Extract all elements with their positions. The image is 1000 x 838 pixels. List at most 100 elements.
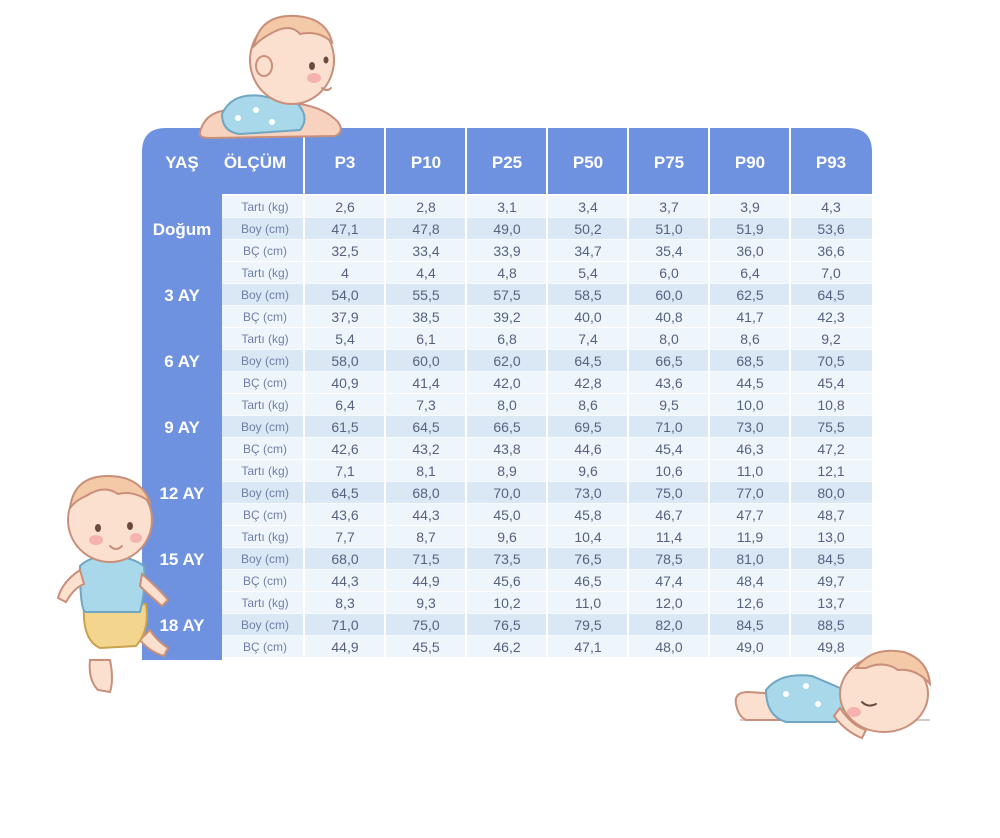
cell-divider	[303, 592, 305, 614]
row-divider	[222, 415, 872, 416]
row-divider	[222, 547, 872, 548]
value-cell: 45,8	[574, 507, 601, 523]
measure-label: BÇ (cm)	[243, 310, 287, 324]
value-cell: 71,0	[655, 419, 682, 435]
cell-divider	[789, 548, 791, 570]
row-divider	[222, 261, 872, 262]
value-cell: 49,7	[817, 573, 844, 589]
standing-baby-illustration	[56, 474, 170, 694]
value-cell: 57,5	[493, 287, 520, 303]
cell-divider	[627, 284, 629, 306]
measure-label: BÇ (cm)	[243, 442, 287, 456]
cell-divider	[303, 350, 305, 372]
cell-divider	[384, 526, 386, 548]
cell-divider	[384, 240, 386, 262]
value-cell: 58,5	[574, 287, 601, 303]
cell-divider	[789, 482, 791, 504]
cell-divider	[384, 350, 386, 372]
value-cell: 44,5	[736, 375, 763, 391]
cell-divider	[546, 636, 548, 658]
cell-divider	[708, 438, 710, 460]
age-label: 18 AY	[159, 616, 205, 635]
cell-divider	[303, 570, 305, 592]
value-cell: 45,0	[493, 507, 520, 523]
cell-divider	[708, 218, 710, 240]
cell-divider	[627, 218, 629, 240]
row-divider	[222, 239, 872, 240]
cell-divider	[465, 526, 467, 548]
value-cell: 46,3	[736, 441, 763, 457]
header-separator	[465, 128, 467, 196]
cell-divider	[708, 394, 710, 416]
age-label: 9 AY	[164, 418, 200, 437]
value-cell: 75,0	[655, 485, 682, 501]
cell-divider	[303, 416, 305, 438]
value-cell: 45,5	[412, 639, 439, 655]
value-cell: 10,4	[574, 529, 601, 545]
measure-label: Boy (cm)	[241, 288, 289, 302]
cell-divider	[384, 614, 386, 636]
value-cell: 62,5	[736, 287, 763, 303]
cell-divider	[708, 614, 710, 636]
value-cell: 7,0	[821, 265, 841, 281]
value-cell: 45,4	[817, 375, 844, 391]
cell-divider	[708, 328, 710, 350]
value-cell: 44,9	[412, 573, 439, 589]
measure-label: Tartı (kg)	[241, 596, 288, 610]
value-cell: 40,8	[655, 309, 682, 325]
value-cell: 47,1	[574, 639, 601, 655]
value-cell: 54,0	[331, 287, 358, 303]
cell-divider	[465, 240, 467, 262]
value-cell: 38,5	[412, 309, 439, 325]
row-divider	[222, 327, 872, 328]
measure-label: Boy (cm)	[241, 618, 289, 632]
value-cell: 50,2	[574, 221, 601, 237]
cell-divider	[627, 636, 629, 658]
value-cell: 8,7	[416, 529, 436, 545]
cell-divider	[546, 394, 548, 416]
cell-divider	[708, 460, 710, 482]
cell-divider	[708, 416, 710, 438]
cell-divider	[465, 592, 467, 614]
value-cell: 43,8	[493, 441, 520, 457]
measure-label: Tartı (kg)	[241, 332, 288, 346]
value-cell: 71,0	[331, 617, 358, 633]
cell-divider	[789, 636, 791, 658]
cell-divider	[546, 482, 548, 504]
cell-divider	[789, 416, 791, 438]
measure-label: Tartı (kg)	[241, 266, 288, 280]
cell-divider	[546, 460, 548, 482]
value-cell: 9,3	[416, 595, 436, 611]
value-cell: 45,4	[655, 441, 682, 457]
cell-divider	[789, 350, 791, 372]
cell-divider	[627, 394, 629, 416]
cell-divider	[627, 372, 629, 394]
cell-divider	[627, 306, 629, 328]
cell-divider	[546, 350, 548, 372]
value-cell: 40,9	[331, 375, 358, 391]
value-cell: 47,4	[655, 573, 682, 589]
age-label: 15 AY	[159, 550, 205, 569]
cell-divider	[546, 548, 548, 570]
header-p25: P25	[492, 153, 522, 172]
table-header-background	[142, 128, 872, 660]
value-cell: 8,9	[497, 463, 517, 479]
cell-divider	[465, 482, 467, 504]
value-cell: 68,5	[736, 353, 763, 369]
header-p3: P3	[335, 153, 356, 172]
value-cell: 6,4	[740, 265, 760, 281]
cell-divider	[465, 438, 467, 460]
value-cell: 5,4	[578, 265, 598, 281]
header-p10: P10	[411, 153, 441, 172]
header-measure: ÖLÇÜM	[224, 153, 286, 172]
measure-label: Boy (cm)	[241, 486, 289, 500]
measure-label: Boy (cm)	[241, 354, 289, 368]
value-cell: 36,6	[817, 243, 844, 259]
measure-label: BÇ (cm)	[243, 640, 287, 654]
cell-divider	[627, 416, 629, 438]
measure-label: BÇ (cm)	[243, 244, 287, 258]
header-separator	[708, 128, 710, 196]
value-cell: 7,1	[335, 463, 355, 479]
cell-divider	[303, 526, 305, 548]
value-cell: 68,0	[412, 485, 439, 501]
